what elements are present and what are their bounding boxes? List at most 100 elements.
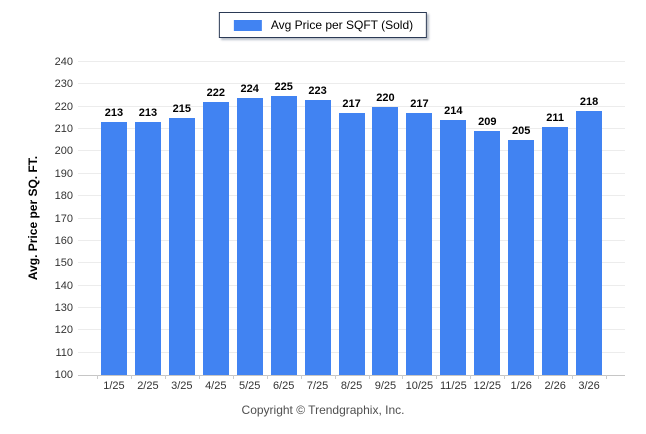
legend-swatch	[233, 19, 262, 31]
y-tick-label: 130	[54, 301, 73, 314]
x-label: 8/25	[340, 380, 363, 392]
bar-1/26	[508, 140, 535, 375]
gridline	[78, 83, 625, 85]
bar-value-label: 215	[172, 102, 192, 115]
x-label: 7/25	[306, 380, 329, 392]
x-tick	[232, 375, 234, 379]
chart-legend: Avg Price per SQFT (Sold)	[218, 12, 428, 38]
x-label: 10/25	[405, 380, 434, 392]
y-tick-label: 110	[55, 346, 73, 359]
x-label: 3/26	[578, 380, 600, 392]
y-tick-label: 230	[54, 78, 73, 91]
bar-value-label: 217	[342, 98, 361, 111]
bar-slot: 214	[436, 62, 470, 375]
plot-area: 213 213 215 222 224 225 223 217 220 217 214 209 205 2…	[78, 61, 625, 379]
x-tick	[300, 375, 302, 379]
x-label: 3/25	[171, 380, 193, 392]
bar-slot: 209	[470, 62, 504, 375]
x-tick	[572, 375, 574, 379]
x-axis-labels: 1/25 2/25 3/25 4/25 5/25 6/25 7/25 8/25 9/25 10/2…	[78, 380, 625, 392]
bar-4/25	[202, 102, 229, 375]
bar-11/25	[440, 120, 467, 375]
bar-slot: 213	[97, 62, 131, 375]
x-label: 11/25	[439, 380, 467, 392]
x-tick	[402, 375, 404, 379]
bar-value-label: 205	[512, 125, 531, 138]
x-label: 1/25	[103, 380, 125, 392]
x-tick	[436, 375, 438, 379]
y-tick-label: 190	[54, 167, 73, 180]
x-tick	[504, 375, 506, 379]
bar-value-label: 213	[104, 107, 124, 120]
bar-slot: 223	[301, 62, 335, 375]
gridline	[78, 105, 625, 107]
bar-value-label: 217	[410, 98, 429, 111]
bar-3/26	[576, 111, 603, 375]
bar-5/25	[236, 97, 263, 375]
x-label: 2/26	[544, 380, 566, 392]
x-tick	[97, 375, 98, 379]
x-tick	[198, 375, 200, 379]
x-tick	[266, 375, 268, 379]
x-axis-ticks	[78, 375, 625, 379]
bar-value-label: 224	[240, 82, 259, 95]
bar-slot: 225	[267, 62, 301, 375]
bar-value-label: 209	[478, 116, 497, 129]
y-tick-label: 210	[54, 123, 73, 136]
bar-value-label: 214	[444, 105, 463, 118]
x-tick	[470, 375, 472, 379]
bar-7/25	[304, 100, 331, 375]
bar-12/25	[474, 131, 501, 375]
x-tick	[334, 375, 336, 379]
y-tick-label: 100	[54, 369, 73, 381]
bar-2/25	[134, 122, 161, 375]
bar-slot: 205	[504, 62, 538, 375]
y-tick-label: 150	[54, 257, 73, 270]
x-tick	[368, 375, 370, 379]
y-tick-label: 240	[54, 56, 73, 68]
x-label: 5/25	[239, 380, 261, 392]
x-label: 9/25	[374, 380, 397, 392]
x-tick	[130, 375, 132, 379]
y-tick-label: 160	[54, 234, 73, 247]
bar-9/25	[372, 106, 399, 375]
x-tick	[538, 375, 540, 379]
bar-value-label: 213	[138, 107, 158, 120]
y-axis-title: Avg. Price per SQ. FT.	[26, 155, 40, 281]
bar-value-label: 222	[206, 87, 225, 100]
y-axis-tick-labels: 100 110 120 130 140 150 160 170 180 190 200 210 220 2…	[40, 56, 73, 381]
bar-1/25	[100, 122, 127, 375]
x-label: 6/25	[272, 380, 295, 392]
bar-value-label: 220	[376, 91, 395, 104]
bar-6/25	[270, 95, 297, 375]
bar-value-label: 223	[308, 85, 327, 97]
y-tick-label: 170	[54, 212, 73, 225]
y-tick-label: 200	[54, 145, 73, 158]
bar-slot: 215	[165, 62, 199, 375]
bar-value-label: 211	[546, 111, 565, 124]
bar-10/25	[406, 113, 433, 375]
bar-3/25	[168, 117, 195, 375]
bar-slot: 220	[369, 62, 403, 375]
bar-slot: 213	[131, 62, 165, 375]
x-label: 12/25	[473, 380, 502, 392]
bar-slot: 217	[402, 62, 436, 375]
bar-slot: 224	[233, 62, 267, 375]
bar-slot: 217	[335, 62, 369, 375]
legend-label: Avg Price per SQFT (Sold)	[270, 18, 414, 32]
y-tick-label: 220	[54, 100, 73, 113]
bar-slot: 222	[199, 62, 233, 375]
bar-value-label: 218	[579, 96, 599, 109]
bar-8/25	[338, 113, 365, 375]
bar-slot: 211	[538, 62, 572, 375]
y-tick-label: 180	[54, 190, 73, 203]
copyright-text: Copyright © Trendgraphix, Inc.	[241, 403, 405, 417]
y-tick-label: 120	[54, 324, 73, 337]
bar-value-label: 225	[274, 80, 293, 93]
bars-row: 213 213 215 222 224 225 223 217 220 217 214 209 205 2…	[78, 62, 625, 375]
y-tick-label: 140	[54, 279, 73, 292]
x-label: 2/25	[137, 380, 159, 392]
x-label: 4/25	[205, 380, 227, 392]
bar-2/26	[542, 126, 569, 375]
